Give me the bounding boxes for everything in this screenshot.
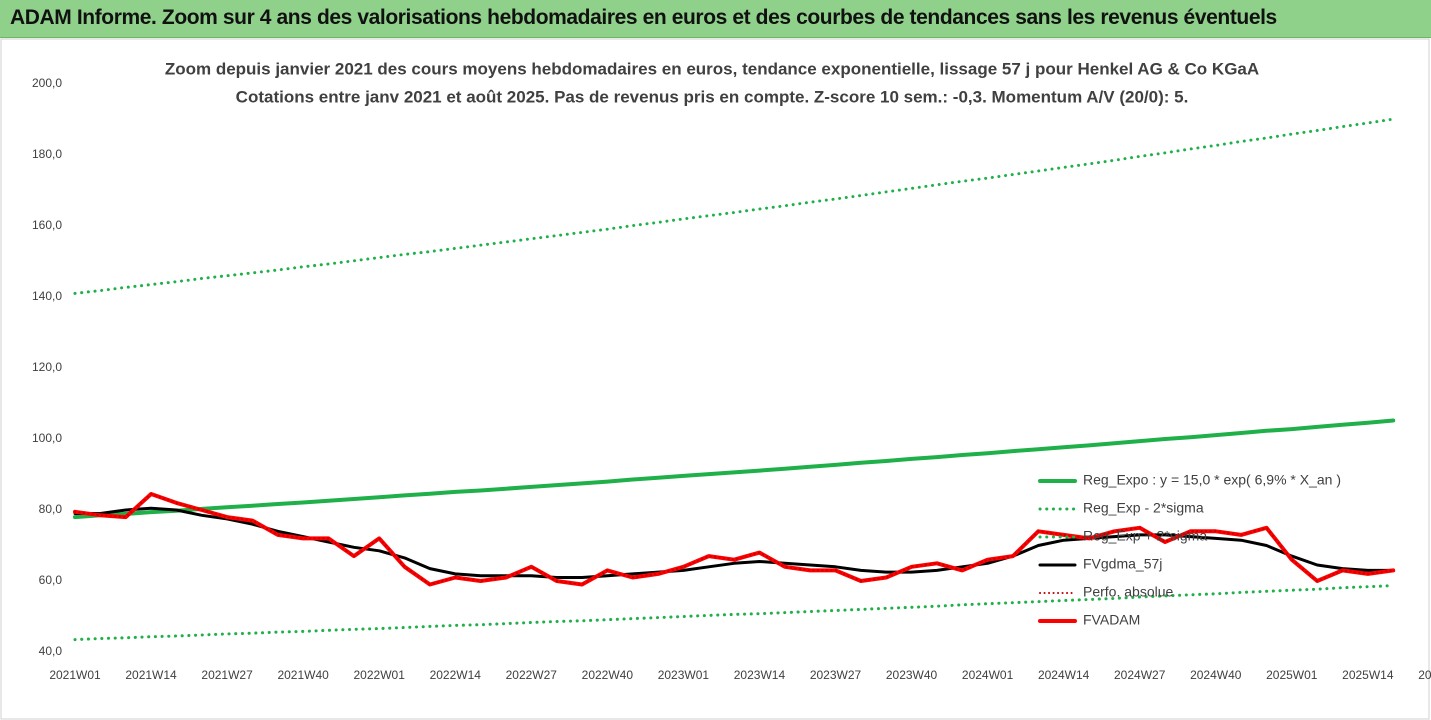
x-tick-label: 2022W01 xyxy=(354,668,406,682)
series-line xyxy=(73,492,1396,587)
y-tick-label: 140,0 xyxy=(32,289,62,303)
y-tick-label: 40,0 xyxy=(39,644,63,658)
x-tick-label: 2023W40 xyxy=(886,668,938,682)
x-tick-label: 2022W14 xyxy=(430,668,482,682)
legend-label: Perfo. absolue xyxy=(1083,584,1173,600)
x-tick-label: 2022W27 xyxy=(506,668,558,682)
series-line xyxy=(73,584,1395,642)
y-tick-label: 120,0 xyxy=(32,360,62,374)
chart-title: Zoom depuis janvier 2021 des cours moyen… xyxy=(165,59,1259,78)
y-tick-label: 200,0 xyxy=(32,76,62,90)
x-tick-label: 2022W40 xyxy=(582,668,634,682)
x-tick-label: 2025W01 xyxy=(1266,668,1318,682)
x-tick-label: 2024W40 xyxy=(1190,668,1242,682)
legend-label: FVADAM xyxy=(1083,612,1140,628)
page-title: ADAM Informe. Zoom sur 4 ans des valoris… xyxy=(10,6,1277,29)
legend-label: FVgdma_57j xyxy=(1083,556,1162,572)
x-tick-label: 2023W14 xyxy=(734,668,786,682)
x-tick-label: 2024W14 xyxy=(1038,668,1090,682)
x-tick-label: 2025W14 xyxy=(1342,668,1394,682)
x-tick-label: 2023W27 xyxy=(810,668,862,682)
y-tick-label: 80,0 xyxy=(39,502,63,516)
x-tick-label: 2021W40 xyxy=(277,668,329,682)
y-tick-label: 160,0 xyxy=(32,218,62,232)
chart: Zoom depuis janvier 2021 des cours moyen… xyxy=(0,38,1431,720)
x-tick-label: 2021W01 xyxy=(49,668,101,682)
legend-label: Reg_Exp + 2*sigma xyxy=(1083,528,1207,544)
y-tick-label: 60,0 xyxy=(39,573,63,587)
chart-subtitle: Cotations entre janv 2021 et août 2025. … xyxy=(236,87,1189,106)
legend-label: Reg_Expo : y = 15,0 * exp( 6,9% * X_an ) xyxy=(1083,472,1341,488)
chart-frame xyxy=(0,38,1430,720)
x-tick-label: 2024W01 xyxy=(962,668,1014,682)
x-tick-label: 2023W01 xyxy=(658,668,710,682)
y-tick-label: 100,0 xyxy=(32,431,62,445)
series-line xyxy=(73,418,1396,520)
x-tick-label: 2021W14 xyxy=(125,668,177,682)
series-line xyxy=(73,506,1395,579)
x-tick-label: 2025W27 xyxy=(1418,668,1431,682)
banner: ADAM Informe. Zoom sur 4 ans des valoris… xyxy=(0,0,1431,38)
y-tick-label: 180,0 xyxy=(32,147,62,161)
x-tick-label: 2024W27 xyxy=(1114,668,1166,682)
x-tick-label: 2021W27 xyxy=(201,668,253,682)
series-line xyxy=(73,117,1395,295)
legend-label: Reg_Exp - 2*sigma xyxy=(1083,500,1204,516)
